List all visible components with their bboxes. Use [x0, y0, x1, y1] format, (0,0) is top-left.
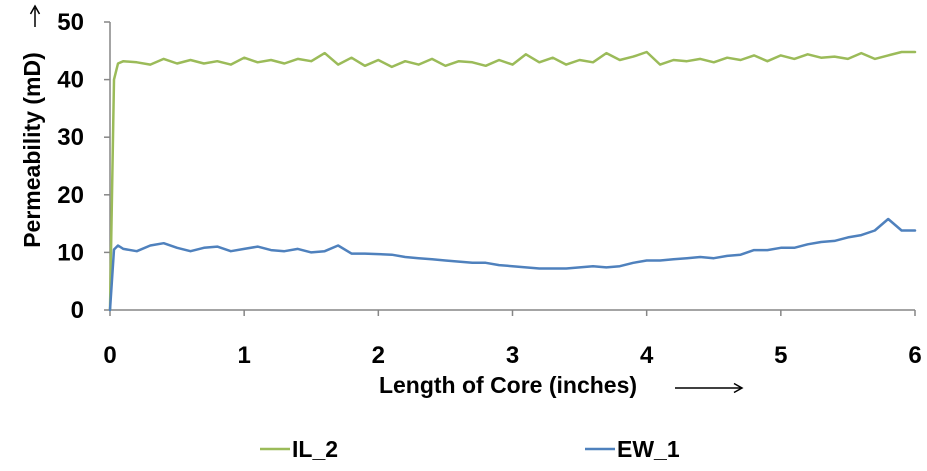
- y-tick-label: 10: [57, 239, 84, 266]
- x-axis-arrow-head: [733, 382, 744, 394]
- x-tick-label: 1: [237, 342, 250, 369]
- y-tick-label: 20: [57, 182, 84, 209]
- x-axis-title: Length of Core (inches): [379, 372, 637, 398]
- legend: IL_2 EW_1: [260, 436, 680, 462]
- y-tick-labels: 0 10 20 30 40 50: [57, 9, 84, 324]
- y-axis-arrow-head: [29, 4, 41, 15]
- y-tick-label: 50: [57, 9, 84, 36]
- y-tick-label: 40: [57, 67, 84, 94]
- x-tick-label: 6: [908, 342, 921, 369]
- axes: [104, 21, 916, 316]
- x-tick-label: 0: [103, 342, 116, 369]
- legend-label-ew-1: EW_1: [617, 436, 680, 462]
- data-series: [108, 50, 917, 312]
- x-tick-label: 3: [506, 342, 519, 369]
- x-tick-label: 4: [640, 342, 654, 369]
- x-tick-labels: 0 1 2 3 4 5 6: [103, 342, 921, 369]
- x-tick-label: 5: [774, 342, 787, 369]
- x-tick-label: 2: [372, 342, 385, 369]
- series-line-il-2: [108, 50, 917, 312]
- y-axis-title: Permeability (mD): [19, 52, 45, 248]
- y-tick-label: 30: [57, 124, 84, 151]
- legend-label-il-2: IL_2: [292, 436, 338, 462]
- series-line-ew-1: [108, 217, 917, 312]
- y-tick-label: 0: [71, 297, 84, 324]
